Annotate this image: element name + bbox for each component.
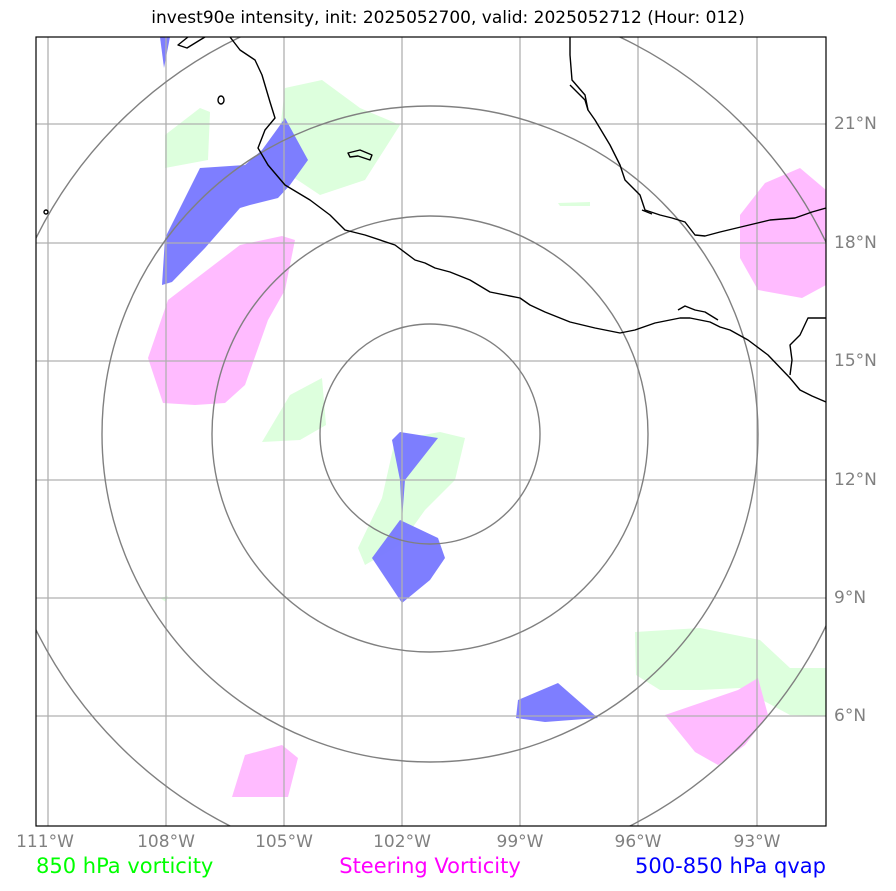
island-small xyxy=(43,209,49,215)
steering-vorticity-region xyxy=(740,168,826,298)
x-tick-label: 111°W xyxy=(16,832,74,852)
steering-vorticity-region xyxy=(148,236,295,405)
steering-vorticity-layer xyxy=(148,168,826,797)
legend-steering-vorticity: Steering Vorticity xyxy=(339,854,521,878)
x-tick-label: 108°W xyxy=(137,832,195,852)
coastline-yucatan-inner xyxy=(569,84,589,111)
island-marias xyxy=(347,149,373,161)
vorticity-850-region xyxy=(558,202,590,206)
qvap-region xyxy=(392,432,438,520)
coastline-gulf xyxy=(569,37,826,237)
vorticity-850-region xyxy=(160,596,168,602)
x-tick-label: 102°W xyxy=(373,832,431,852)
y-tick-label: 18°N xyxy=(834,233,877,253)
x-tick-label: 96°W xyxy=(614,832,662,852)
coastline-guatemala xyxy=(789,317,826,376)
coastline-baja xyxy=(177,37,206,49)
steering-vorticity-region xyxy=(232,745,298,797)
plot-frame xyxy=(35,36,827,827)
y-tick-label: 15°N xyxy=(834,351,877,371)
x-tick-label: 93°W xyxy=(733,832,781,852)
vorticity-850-region xyxy=(635,628,826,716)
x-tick-label: 105°W xyxy=(255,832,313,852)
y-tick-label: 12°N xyxy=(834,470,877,490)
vorticity-850-layer xyxy=(160,80,826,716)
y-tick-label: 6°N xyxy=(834,706,867,726)
qvap-region xyxy=(160,37,170,68)
coastline-tehuantepec xyxy=(677,305,719,321)
y-tick-label: 21°N xyxy=(834,114,877,134)
vorticity-850-region xyxy=(358,432,465,565)
vorticity-850-region xyxy=(165,108,210,168)
range-ring xyxy=(101,105,759,763)
range-rings xyxy=(36,37,826,826)
vorticity-850-region xyxy=(280,80,400,195)
legend-850-vorticity: 850 hPa vorticity xyxy=(36,854,214,878)
qvap-region xyxy=(372,520,445,603)
island-small xyxy=(217,95,225,105)
coastlines xyxy=(43,37,826,403)
vorticity-850-region xyxy=(262,378,326,442)
x-tick-label: 99°W xyxy=(496,832,544,852)
coastline-lagoon xyxy=(641,209,653,215)
y-tick-label: 9°N xyxy=(834,588,867,608)
gridlines xyxy=(36,37,826,826)
steering-vorticity-region xyxy=(665,678,768,765)
range-ring xyxy=(211,215,649,653)
map-title: invest90e intensity, init: 2025052700, v… xyxy=(151,8,745,28)
coastline-mexico-pacific xyxy=(229,37,826,403)
legend-qvap: 500-850 hPa qvap xyxy=(635,854,826,878)
range-ring xyxy=(319,323,541,545)
qvap-region xyxy=(516,683,598,722)
